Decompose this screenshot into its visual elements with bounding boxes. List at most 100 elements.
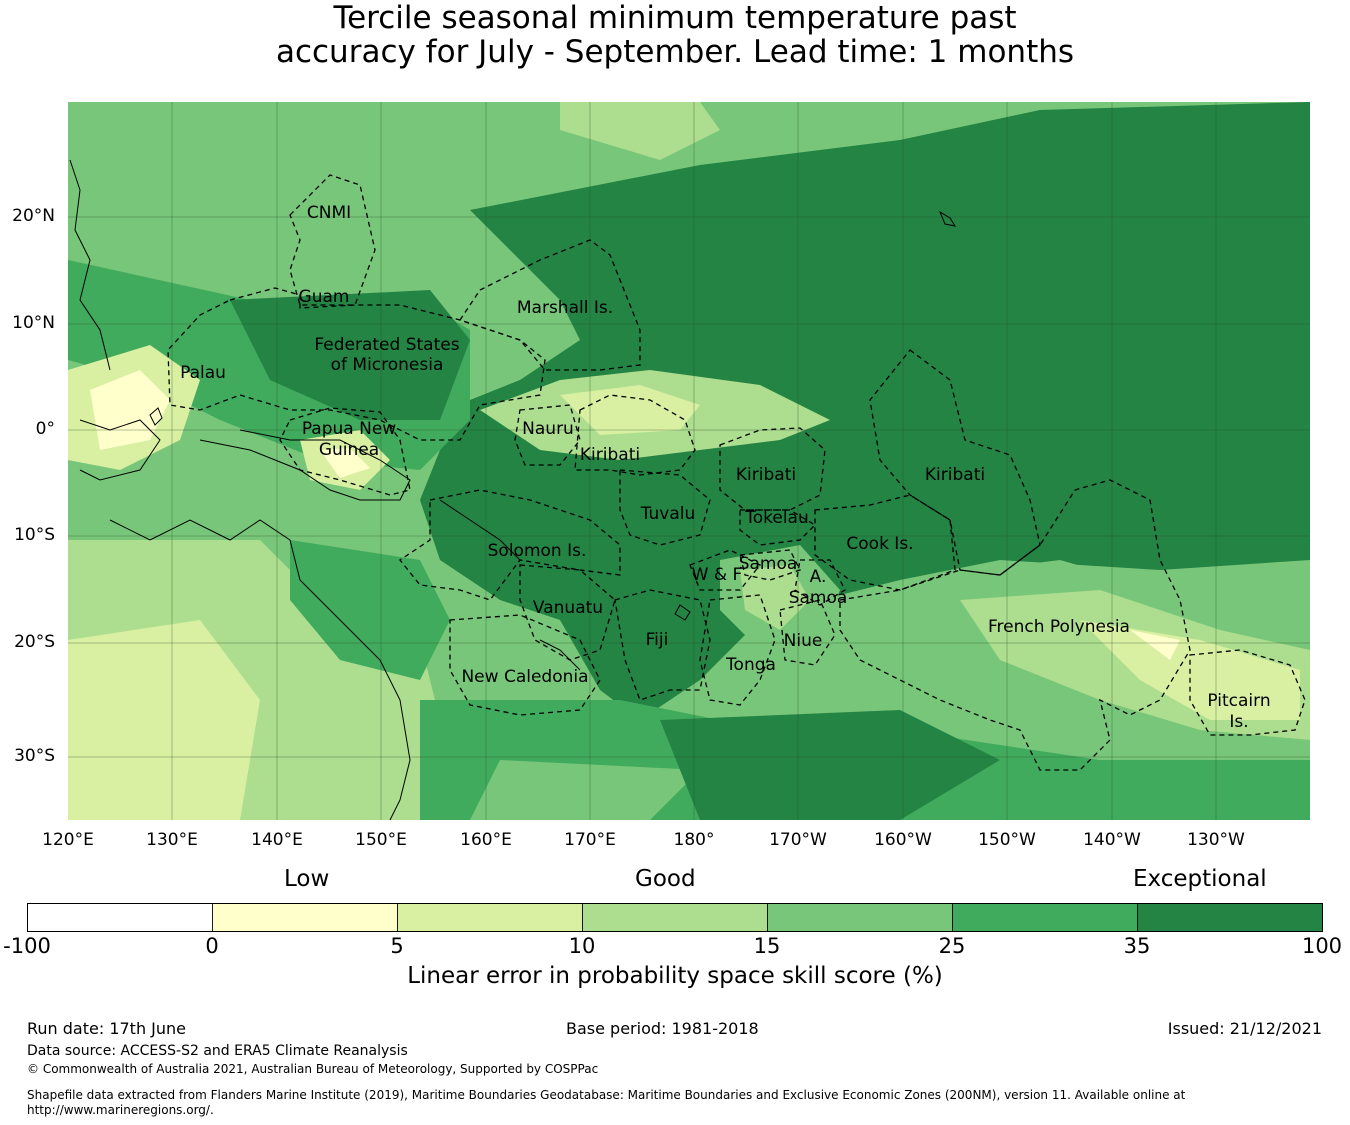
colorbar-segment — [767, 903, 953, 932]
field-south-light — [470, 760, 700, 820]
eez-boundaries — [167, 174, 1306, 771]
solomon-coast — [439, 499, 521, 561]
field-micronesia-dark — [230, 290, 470, 420]
lon-label: 140°E — [251, 830, 303, 850]
colorbar-segment — [397, 903, 583, 932]
issued-date: Issued: 21/12/2021 — [1167, 1019, 1322, 1038]
eez-pitcairn — [1189, 649, 1306, 736]
run-date: Run date: 17th June — [27, 1019, 187, 1038]
colorbar-tick: 10 — [568, 934, 596, 958]
colorbar-segment — [582, 903, 768, 932]
label-pitcairn-2: Is. — [1229, 712, 1248, 732]
colorbar-category-exceptional: Exceptional — [1133, 866, 1267, 892]
eez-tokelau — [739, 509, 817, 546]
field-north-mid — [68, 102, 700, 250]
lat-label: 0° — [35, 419, 55, 439]
colorbar-tick: 5 — [390, 934, 404, 958]
graticule — [68, 102, 1310, 820]
hawaii-coast — [938, 210, 957, 227]
field-equator-pale — [560, 385, 700, 435]
eez-fsm-palau — [167, 287, 546, 441]
label-guam: Guam — [299, 287, 350, 307]
indonesia-coast — [79, 419, 161, 481]
lat-label: 20°N — [12, 206, 55, 226]
lon-label: 160°E — [460, 830, 512, 850]
label-cook: Cook Is. — [846, 534, 913, 554]
colorbar-segment — [952, 903, 1138, 932]
eez-new-caledonia — [449, 614, 601, 716]
colorbar-tick: -100 — [3, 934, 51, 958]
colorbar-frame — [27, 903, 1323, 932]
eez-niue — [779, 599, 836, 666]
lon-label: 140°W — [1083, 830, 1141, 850]
eez-wf — [689, 549, 762, 591]
eez-vanuatu — [519, 564, 616, 661]
label-cnmi: CNMI — [307, 203, 351, 223]
label-fsm-2: of Micronesia — [331, 355, 444, 375]
label-tuvalu: Tuvalu — [640, 504, 696, 524]
data-source: Data source: ACCESS-S2 and ERA5 Climate … — [27, 1043, 408, 1059]
label-fsm-1: Federated States — [314, 335, 459, 355]
label-new-caledonia: New Caledonia — [461, 667, 588, 687]
colorbar-segments — [27, 903, 1323, 932]
halmahera-coast — [149, 407, 163, 426]
label-samoa: Samoa — [739, 554, 798, 574]
coastlines — [69, 159, 957, 820]
label-kiribati-west: Kiribati — [580, 445, 640, 465]
lon-label: 130°W — [1187, 830, 1245, 850]
australia-coast — [109, 519, 411, 820]
new-guinea-coast — [199, 429, 411, 501]
label-tonga: Tonga — [725, 655, 776, 675]
colorbar-label: Linear error in probability space skill … — [407, 963, 943, 989]
label-png-1: Papua New — [302, 419, 396, 439]
copyright: © Commonwealth of Australia 2021, Austra… — [27, 1062, 599, 1076]
label-marshall: Marshall Is. — [517, 298, 613, 318]
label-nauru: Nauru — [522, 419, 574, 439]
field-north-light — [560, 102, 720, 160]
label-kiribati-central: Kiribati — [736, 465, 796, 485]
eez-cnmi — [289, 174, 376, 306]
eez-tuvalu — [619, 469, 711, 546]
colorbar-category-good: Good — [635, 866, 696, 892]
label-niue: Niue — [784, 631, 823, 651]
eez-solomon — [399, 489, 621, 601]
title-line-2: accuracy for July - September. Lead time… — [275, 34, 1075, 70]
colorbar-segment — [212, 903, 398, 932]
field-coral-sea — [290, 540, 450, 680]
label-asamoa-1: A. — [810, 567, 827, 587]
fiji-coast — [674, 604, 691, 621]
eez-kiribati-phoenix — [719, 427, 826, 511]
label-vanuatu: Vanuatu — [533, 598, 603, 618]
label-pitcairn-1: Pitcairn — [1207, 691, 1270, 711]
skill-map: CNMI Guam Marshall Is. Federated States … — [68, 102, 1310, 820]
lat-label: 10°S — [14, 525, 55, 545]
label-solomon: Solomon Is. — [488, 541, 587, 561]
field-south-dark — [660, 710, 1000, 820]
region-labels: CNMI Guam Marshall Is. Federated States … — [180, 203, 1271, 732]
field-fp-yellow — [1130, 630, 1180, 660]
lat-label: 30°S — [14, 746, 55, 766]
field-png-yellow — [320, 448, 370, 478]
label-palau: Palau — [180, 363, 226, 383]
eez-tonga — [699, 594, 776, 706]
label-kiribati-east: Kiribati — [925, 465, 985, 485]
colorbar-tick: 15 — [753, 934, 781, 958]
eez-png — [279, 407, 411, 496]
lon-label: 130°E — [146, 830, 198, 850]
base-period: Base period: 1981-2018 — [566, 1019, 759, 1038]
colorbar-segment — [1137, 903, 1323, 932]
eez-nauru — [514, 404, 581, 466]
label-asamoa-2: Samoa — [789, 588, 848, 608]
eez-cook-north — [814, 494, 956, 591]
lon-label: 150°W — [978, 830, 1036, 850]
eez-french-polynesia — [839, 479, 1191, 771]
colorbar-tick: 35 — [1123, 934, 1151, 958]
lon-label: 170°E — [564, 830, 616, 850]
colorbar-tick: 0 — [205, 934, 219, 958]
colorbar-tick: 100 — [1301, 934, 1343, 958]
eez-marshall — [458, 239, 641, 371]
lon-label: 160°W — [874, 830, 932, 850]
label-png-2: Guinea — [319, 440, 379, 460]
colorbar-category-low: Low — [284, 866, 330, 892]
lon-label: 180° — [673, 830, 715, 850]
